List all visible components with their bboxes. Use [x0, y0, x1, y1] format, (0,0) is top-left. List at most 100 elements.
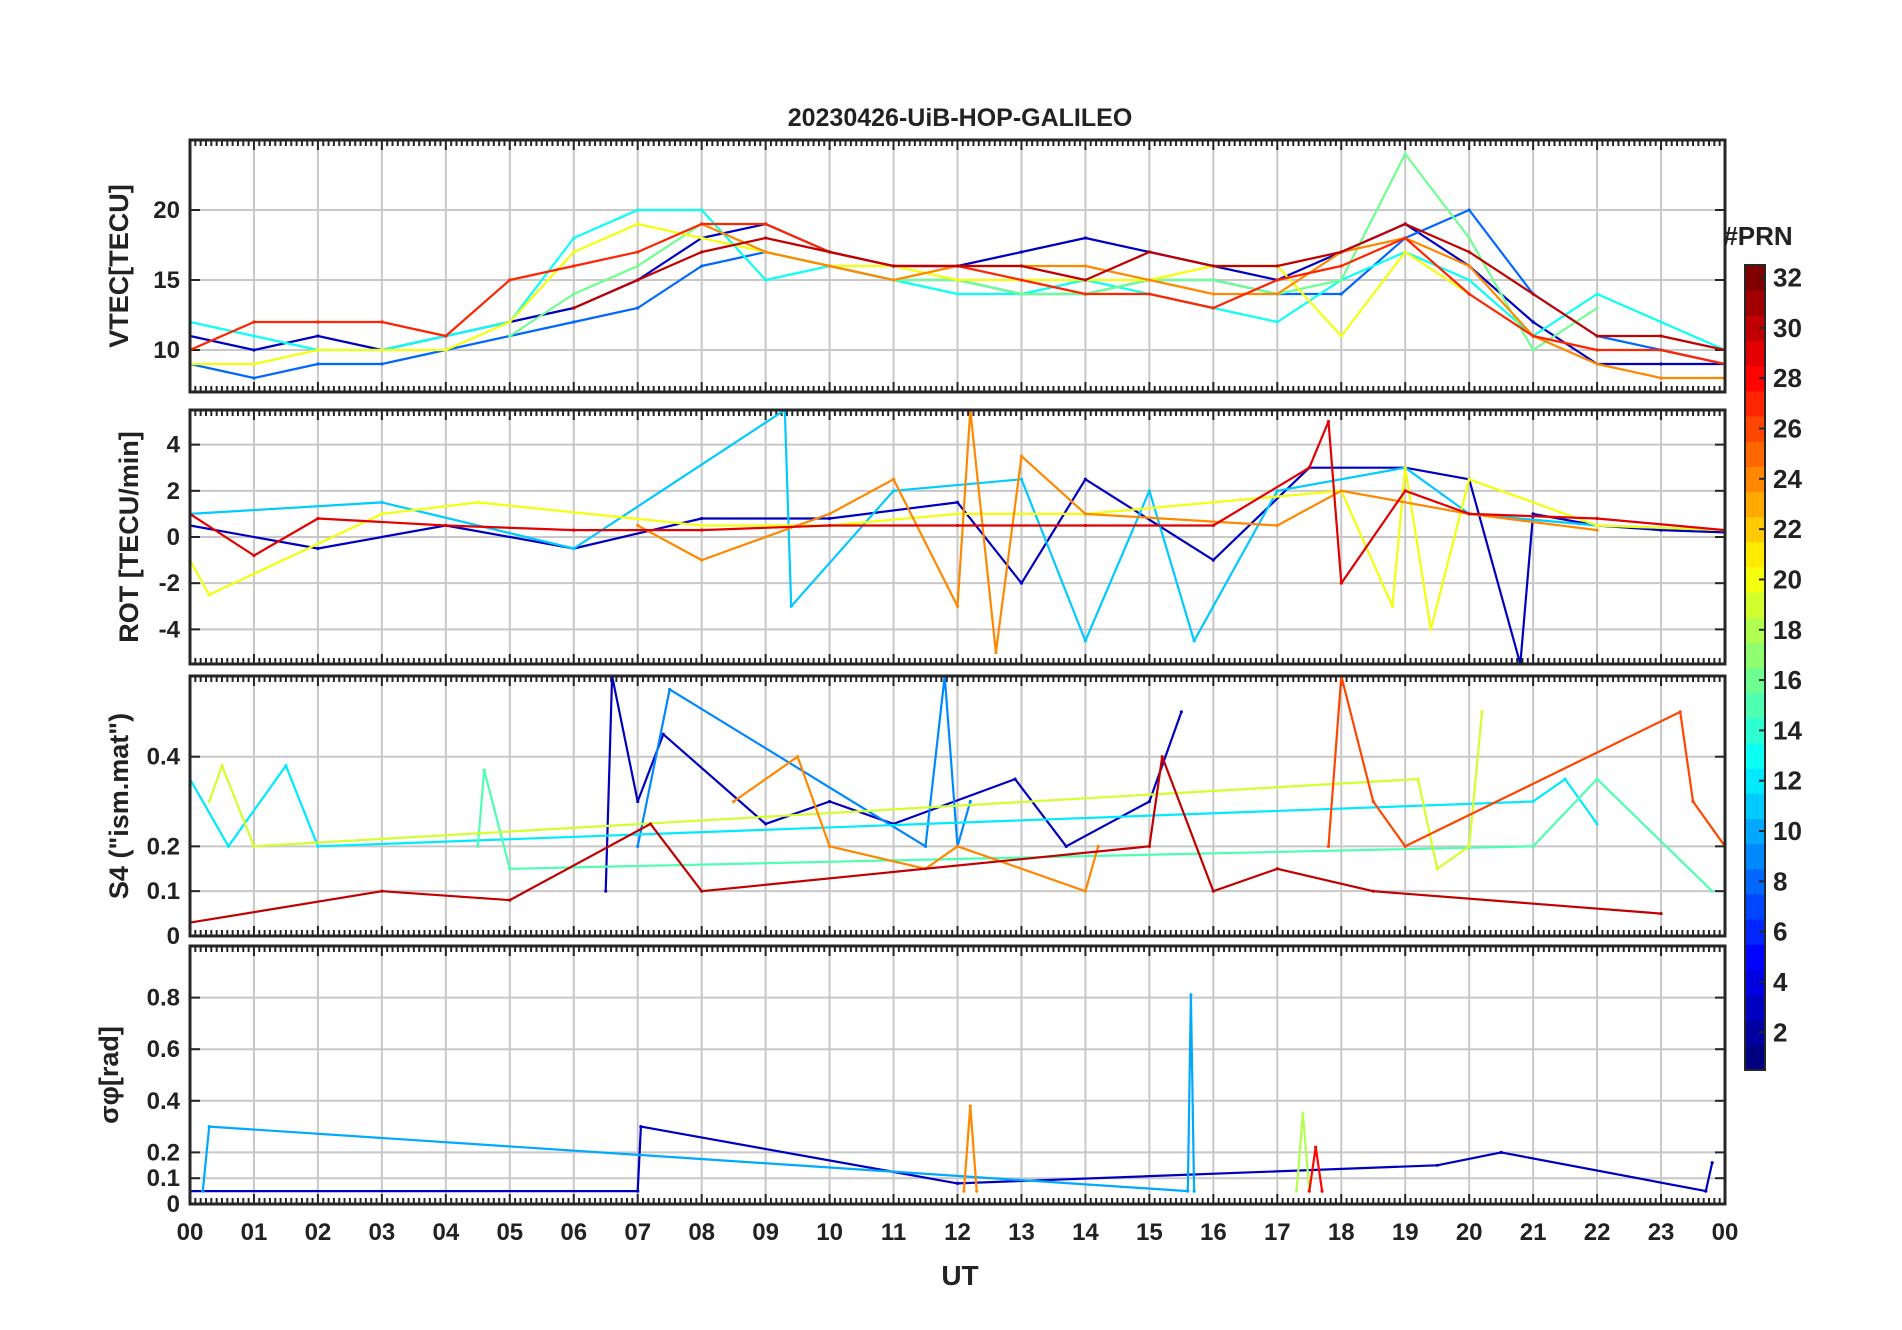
x-axis-label: UT: [941, 1260, 978, 1291]
colorbar-segment: [1745, 390, 1765, 417]
data-point: [226, 844, 230, 848]
data-point: [1704, 1189, 1708, 1193]
x-tick-label: 07: [624, 1219, 651, 1246]
y-tick-label: 0: [167, 524, 180, 551]
data-point: [994, 650, 998, 655]
data-point: [1595, 306, 1599, 310]
data-point: [1403, 236, 1407, 240]
y-tick-label: 0.4: [147, 744, 181, 771]
colorbar-segment: [1745, 818, 1765, 845]
data-point: [1531, 292, 1535, 296]
data-point: [827, 264, 832, 268]
data-point: [1659, 911, 1663, 916]
data-point: [1339, 489, 1343, 493]
data-point: [1339, 278, 1343, 282]
data-point: [1691, 799, 1695, 804]
data-point: [639, 1125, 643, 1129]
data-point: [1595, 516, 1599, 521]
colorbar-tick-label: 28: [1773, 363, 1802, 393]
data-point: [955, 523, 960, 528]
data-point: [1160, 755, 1164, 759]
data-point: [764, 822, 768, 826]
axes-frame: [188, 408, 1727, 666]
axes-frame: [188, 138, 1727, 394]
data-point: [1147, 799, 1151, 804]
x-tick-label: 02: [305, 1219, 332, 1246]
colorbar-tick-label: 26: [1773, 414, 1802, 444]
data-point: [1019, 477, 1024, 481]
colorbar-segment: [1745, 793, 1765, 820]
data-point: [1019, 454, 1024, 458]
data-point: [1083, 523, 1088, 528]
data-point: [891, 264, 896, 268]
data-point: [891, 477, 896, 481]
data-point: [1019, 250, 1024, 254]
colorbar-segment: [1745, 969, 1765, 996]
colorbar-segment: [1745, 843, 1765, 870]
colorbar-tick-label: 20: [1773, 564, 1802, 594]
data-point: [891, 278, 896, 282]
data-point: [700, 528, 704, 532]
data-point: [1390, 604, 1395, 608]
data-point: [316, 546, 320, 551]
data-point: [955, 604, 960, 608]
data-point: [1531, 320, 1535, 324]
y-axis-label: σφ[rad]: [94, 1026, 124, 1124]
data-point: [1403, 466, 1407, 470]
data-point: [572, 250, 576, 254]
colorbar-segment: [1745, 491, 1765, 518]
colorbar-segment: [1745, 566, 1765, 593]
colorbar-tick-label: 24: [1773, 464, 1802, 494]
colorbar-tick-label: 4: [1773, 967, 1788, 997]
data-point: [508, 867, 512, 871]
axes-frame: [188, 674, 1727, 938]
colorbar-tick-label: 2: [1773, 1017, 1787, 1047]
data-point: [1710, 889, 1714, 893]
data-point: [636, 222, 640, 226]
data-point: [1083, 889, 1088, 893]
x-tick-label: 08: [688, 1219, 715, 1246]
data-point: [1147, 489, 1151, 493]
data-point: [1531, 348, 1535, 352]
data-point: [1083, 278, 1088, 282]
x-tick-label: 19: [1392, 1219, 1419, 1246]
data-point: [476, 844, 480, 848]
data-point: [1211, 278, 1215, 282]
data-point: [1563, 777, 1567, 781]
data-point: [1339, 250, 1343, 254]
colorbar-tick-label: 12: [1773, 766, 1802, 796]
colorbar-tick-label: 18: [1773, 615, 1802, 645]
data-point: [1435, 1163, 1439, 1167]
y-tick-label: -2: [159, 570, 180, 597]
data-point: [975, 1189, 979, 1193]
data-point: [1019, 264, 1024, 268]
data-point: [207, 593, 211, 597]
colorbar-segment: [1745, 642, 1765, 669]
data-point: [380, 320, 384, 324]
data-point: [700, 264, 704, 268]
x-tick-label: 21: [1520, 1219, 1547, 1246]
data-point: [636, 844, 640, 848]
data-point: [1019, 292, 1024, 296]
data-point: [1659, 334, 1663, 338]
colorbar-frame: [1744, 264, 1766, 1071]
data-point: [1211, 523, 1215, 528]
data-point: [827, 512, 832, 516]
data-point: [1467, 208, 1471, 212]
data-point: [508, 898, 512, 902]
data-point: [252, 334, 256, 338]
colorbar-segment: [1745, 415, 1765, 442]
data-point: [380, 500, 384, 504]
chart-title: 20230426-UiB-HOP-GALILEO: [788, 104, 1133, 132]
data-point: [316, 320, 320, 324]
data-point: [1320, 1189, 1324, 1193]
colorbar-segment: [1745, 516, 1765, 543]
data-point: [1064, 844, 1068, 848]
series-group: [190, 993, 1714, 1193]
data-point: [1019, 581, 1024, 585]
data-point: [1307, 1189, 1311, 1193]
colorbar-segment: [1745, 592, 1765, 618]
colorbar-segment: [1745, 466, 1765, 493]
